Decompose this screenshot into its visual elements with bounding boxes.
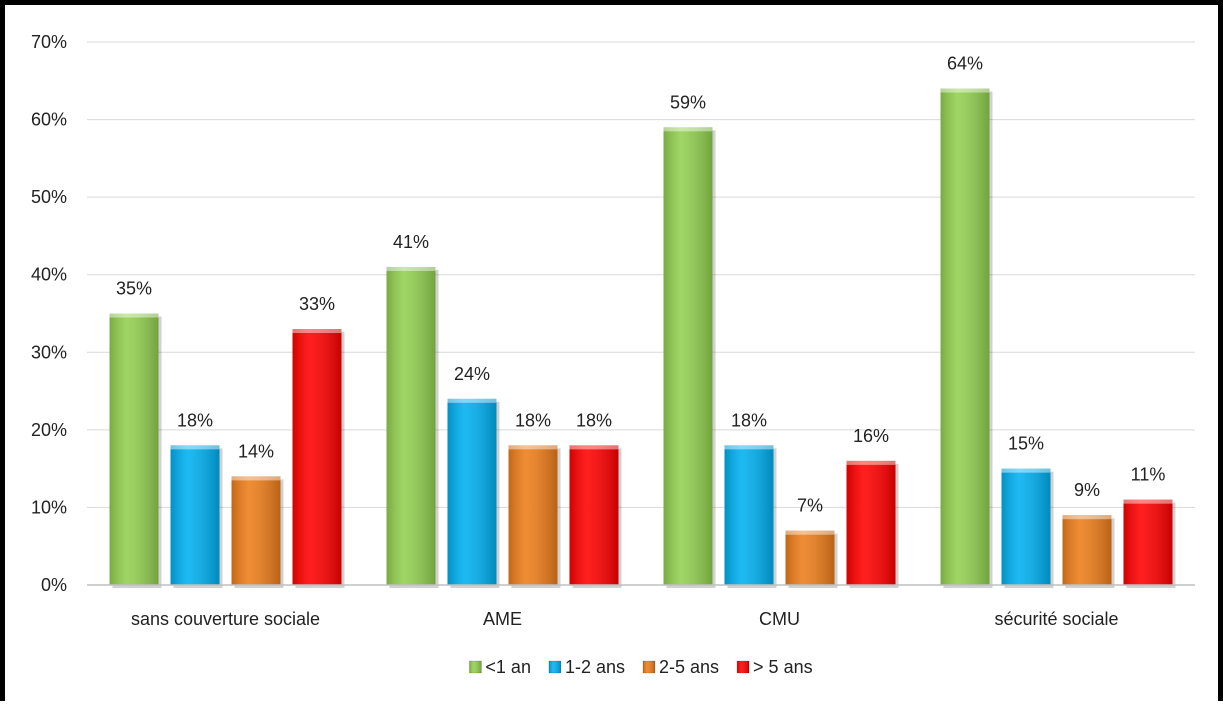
data-label: 41% <box>393 232 429 252</box>
legend-label: 1-2 ans <box>565 657 625 677</box>
bar-bevel <box>109 313 159 585</box>
data-label: 16% <box>853 426 889 446</box>
data-label: 7% <box>797 496 823 516</box>
bar <box>231 476 284 588</box>
y-tick-label: 20% <box>31 420 67 440</box>
data-label: 11% <box>1131 465 1166 485</box>
bar-top-highlight <box>846 460 896 465</box>
x-category-label: CMU <box>759 609 800 629</box>
bar-bevel <box>940 88 990 586</box>
y-tick-label: 60% <box>31 110 67 130</box>
bar-bevel <box>724 445 774 585</box>
legend: <1 an 1-2 ans 2-5 ans > 5 ans <box>468 657 813 677</box>
bar-bevel <box>292 329 342 585</box>
bars <box>109 88 1176 589</box>
y-tick-label: 40% <box>31 265 67 285</box>
bar-top-highlight <box>447 398 497 403</box>
bar <box>569 445 622 588</box>
bar-top-highlight <box>785 530 835 535</box>
y-tick-label: 50% <box>31 187 67 207</box>
bar-bevel <box>1001 468 1051 585</box>
bar-top-highlight <box>386 266 436 271</box>
bar <box>1123 499 1176 588</box>
data-label: 14% <box>238 441 274 461</box>
bar-bevel <box>569 445 619 585</box>
bar-top-highlight <box>663 127 713 132</box>
bar-top-highlight <box>231 476 281 481</box>
legend-label: 2-5 ans <box>659 657 719 677</box>
bar <box>663 127 716 588</box>
y-axis: 0% 10% 20% 30% 40% 50% 60% 70% <box>31 32 67 595</box>
bar-top-highlight <box>940 88 990 93</box>
bar-bevel <box>508 445 558 585</box>
legend-swatch-bevel <box>643 661 655 673</box>
data-label: 18% <box>731 410 767 430</box>
bar <box>292 329 345 588</box>
bar <box>724 445 777 588</box>
bar-top-highlight <box>1123 499 1173 504</box>
data-label: 15% <box>1008 434 1044 454</box>
bar <box>785 530 838 588</box>
bar <box>386 266 439 588</box>
bar <box>170 445 223 588</box>
bar <box>1001 468 1054 588</box>
bar-bevel <box>447 398 497 585</box>
legend-label: <1 an <box>485 657 531 677</box>
legend-swatch-bevel <box>737 661 750 673</box>
y-tick-label: 30% <box>31 342 67 362</box>
y-tick-label: 0% <box>41 575 67 595</box>
bar-bevel <box>785 530 835 585</box>
bar-top-highlight <box>109 313 159 318</box>
data-labels: 35% 18% 14% 33% 41% 24% 18% 18% 59% 18% 7% 16% 64% 15… <box>116 54 1165 516</box>
data-label: 64% <box>947 54 983 74</box>
bar-bevel <box>1123 499 1173 585</box>
x-category-label: sécurité sociale <box>994 609 1118 629</box>
bar-bevel <box>663 127 713 585</box>
data-label: 59% <box>670 92 706 112</box>
legend-label: > 5 ans <box>753 657 813 677</box>
data-label: 35% <box>116 279 152 299</box>
legend-item: 1-2 ans <box>548 657 625 677</box>
bar <box>109 313 162 588</box>
bar-bevel <box>846 460 896 585</box>
bar-top-highlight <box>508 445 558 450</box>
data-label: 33% <box>299 294 335 314</box>
data-label: 18% <box>576 410 612 430</box>
legend-item: <1 an <box>468 657 531 677</box>
bar-bevel <box>231 476 281 585</box>
data-label: 18% <box>177 410 213 430</box>
bar-top-highlight <box>1062 515 1112 520</box>
bar-bevel <box>386 266 436 585</box>
data-label: 18% <box>515 410 551 430</box>
bar-top-highlight <box>170 445 220 450</box>
legend-item: 2-5 ans <box>642 657 719 677</box>
bar-bevel <box>1062 515 1112 585</box>
y-tick-label: 70% <box>31 32 67 52</box>
bar <box>940 88 993 589</box>
bar-top-highlight <box>1001 468 1051 473</box>
legend-item: > 5 ans <box>736 657 813 677</box>
legend-swatch-bevel <box>469 661 482 673</box>
bar-bevel <box>170 445 220 585</box>
x-category-label: AME <box>483 609 522 629</box>
data-label: 9% <box>1074 480 1100 500</box>
bar <box>508 445 561 588</box>
x-category-label: sans couverture sociale <box>131 609 320 629</box>
bar <box>1062 515 1115 588</box>
bar-top-highlight <box>724 445 774 450</box>
legend-swatch-bevel <box>548 661 561 673</box>
bar <box>447 398 500 588</box>
bar-top-highlight <box>292 329 342 334</box>
bar-chart: 0% 10% 20% 30% 40% 50% 60% 70% 35% 18% 14% 33% 41% 2… <box>31 32 1195 677</box>
bar-top-highlight <box>569 445 619 450</box>
x-axis: sans couverture sociale AME CMU sécurité so… <box>87 584 1195 629</box>
data-label: 24% <box>454 364 490 384</box>
bar <box>846 460 899 588</box>
y-tick-label: 10% <box>31 497 67 517</box>
